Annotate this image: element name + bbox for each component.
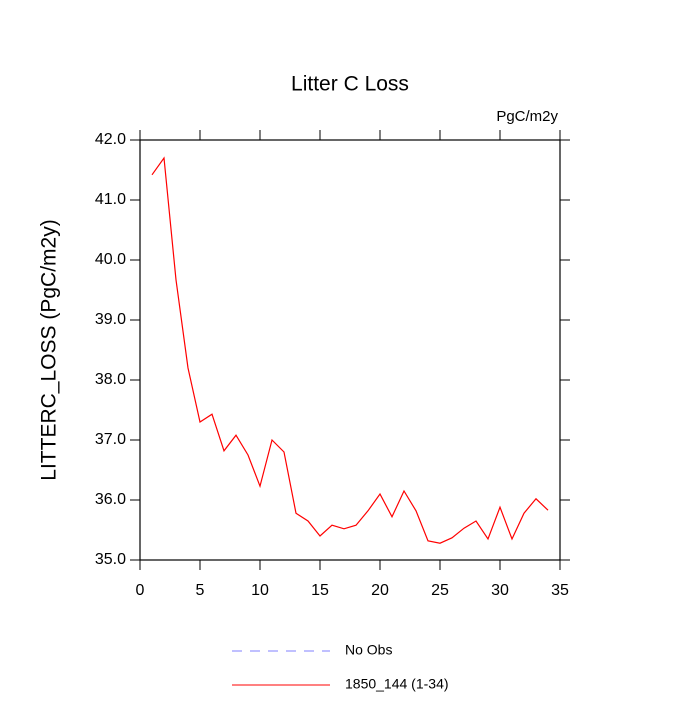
- y-tick-label: 41.0: [95, 191, 126, 208]
- x-tick-label: 15: [311, 582, 329, 599]
- y-tick-label: 35.0: [95, 551, 126, 568]
- y-tick-label: 42.0: [95, 131, 126, 148]
- data-line: [151, 156, 549, 544]
- plot-frame: [139, 139, 561, 561]
- x-tick-label: 35: [551, 582, 569, 599]
- legend-label: 1850_144 (1-34): [345, 676, 449, 692]
- y-tick-label: 40.0: [95, 251, 126, 268]
- y-tick-label: 39.0: [95, 311, 126, 328]
- chart-title: Litter C Loss: [291, 73, 409, 96]
- x-tick-label: 5: [196, 582, 205, 599]
- x-tick-label: 25: [431, 582, 449, 599]
- units-label: PgC/m2y: [496, 108, 558, 125]
- x-tick-label: 30: [491, 582, 509, 599]
- y-tick-label: 36.0: [95, 491, 126, 508]
- x-tick-label: 20: [371, 582, 389, 599]
- y-tick-label: 37.0: [95, 431, 126, 448]
- y-tick-label: 38.0: [95, 371, 126, 388]
- x-tick-label: 10: [251, 582, 269, 599]
- y-axis-label: LITTERC_LOSS (PgC/m2y): [38, 219, 61, 480]
- x-tick-label: 0: [136, 582, 145, 599]
- legend-label: No Obs: [345, 642, 392, 658]
